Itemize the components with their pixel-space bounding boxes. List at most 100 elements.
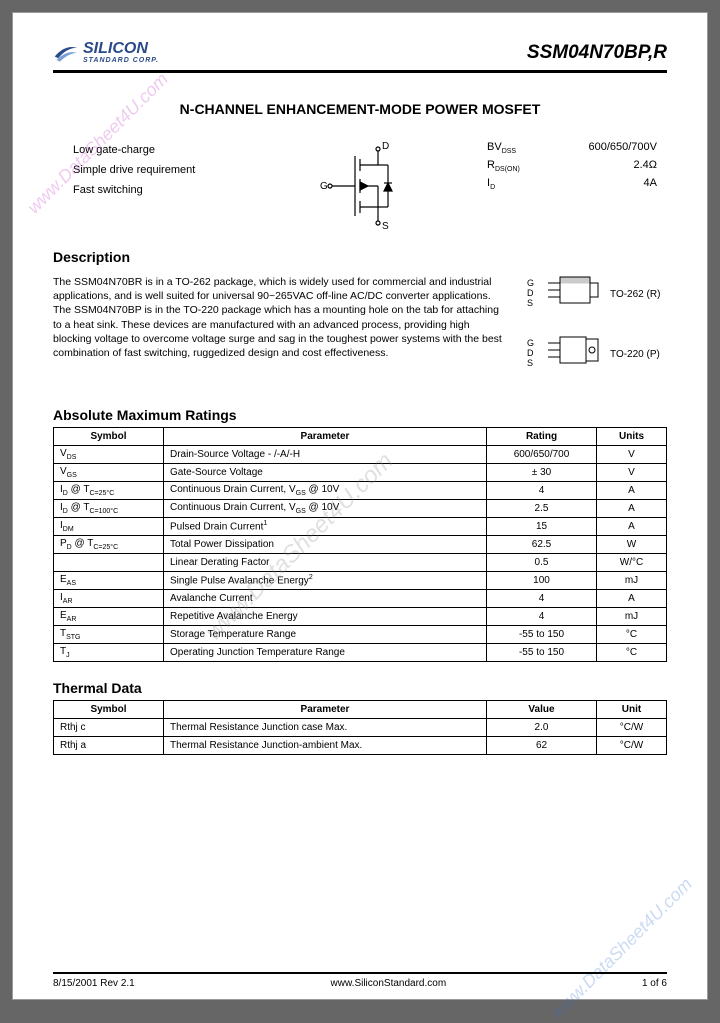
abs-max-heading: Absolute Maximum Ratings (53, 407, 667, 423)
cell-parameter: Repetitive Avalanche Energy (164, 608, 487, 626)
cell-units: A (597, 482, 667, 500)
cell-rating: ± 30 (487, 464, 597, 482)
cell-rating: 15 (487, 518, 597, 536)
cell-parameter: Continuous Drain Current, VGS @ 10V (164, 482, 487, 500)
table-row: IARAvalanche Current4A (54, 590, 667, 608)
cell-parameter: Pulsed Drain Current1 (164, 518, 487, 536)
page-footer: 8/15/2001 Rev 2.1 www.SiliconStandard.co… (53, 972, 667, 989)
cell-parameter: Drain-Source Voltage - /-A/-H (164, 446, 487, 464)
mosfet-symbol-icon: D G S (310, 141, 420, 231)
description-heading: Description (53, 249, 667, 265)
svg-text:S: S (382, 221, 389, 231)
cell-symbol: EAR (54, 608, 164, 626)
table-row: PD @ TC=25°CTotal Power Dissipation62.5W (54, 536, 667, 554)
cell-rating: 600/650/700 (487, 446, 597, 464)
cell-parameter: Avalanche Current (164, 590, 487, 608)
cell-symbol: VGS (54, 464, 164, 482)
spec-value: 600/650/700V (588, 141, 657, 155)
cell-units: A (597, 590, 667, 608)
cell-units: V (597, 464, 667, 482)
table-row: IDMPulsed Drain Current115A (54, 518, 667, 536)
spec-label: BV (487, 141, 502, 153)
table-row: TJOperating Junction Temperature Range-5… (54, 644, 667, 662)
cell-value: 2.0 (487, 719, 597, 737)
package-pins: GDS (527, 279, 534, 309)
thermal-table: Symbol Parameter Value Unit Rthj cTherma… (53, 700, 667, 755)
table-row: TSTGStorage Temperature Range-55 to 150°… (54, 626, 667, 644)
cell-unit: °C/W (597, 737, 667, 755)
cell-symbol: PD @ TC=25°C (54, 536, 164, 554)
features-list: Low gate-charge Simple drive requirement… (73, 141, 243, 231)
table-row: Linear Derating Factor0.5W/°C (54, 554, 667, 572)
cell-rating: 4 (487, 608, 597, 626)
table-row: EARRepetitive Avalanche Energy4mJ (54, 608, 667, 626)
col-parameter: Parameter (164, 701, 487, 719)
description-text: The SSM04N70BR is in a TO-262 package, w… (53, 269, 507, 389)
cell-rating: 2.5 (487, 500, 597, 518)
col-parameter: Parameter (164, 428, 487, 446)
cell-units: °C (597, 626, 667, 644)
cell-parameter: Thermal Resistance Junction case Max. (164, 719, 487, 737)
cell-symbol: Rthj c (54, 719, 164, 737)
cell-units: mJ (597, 608, 667, 626)
table-row: VGSGate-Source Voltage± 30V (54, 464, 667, 482)
svg-text:D: D (382, 141, 389, 152)
description-section: The SSM04N70BR is in a TO-262 package, w… (53, 269, 667, 389)
cell-symbol: ID @ TC=25°C (54, 482, 164, 500)
summary-row: Low gate-charge Simple drive requirement… (53, 141, 667, 231)
key-specs: BVDSS 600/650/700V RDS(ON) 2.4Ω ID 4A (487, 141, 657, 231)
cell-rating: -55 to 150 (487, 644, 597, 662)
package-label: TO-262 (R) (610, 289, 660, 300)
cell-symbol: EAS (54, 572, 164, 590)
cell-symbol: TJ (54, 644, 164, 662)
cell-units: A (597, 500, 667, 518)
cell-symbol: TSTG (54, 626, 164, 644)
table-row: ID @ TC=25°CContinuous Drain Current, VG… (54, 482, 667, 500)
cell-symbol: VDS (54, 446, 164, 464)
cell-symbol: IDM (54, 518, 164, 536)
cell-units: A (597, 518, 667, 536)
cell-parameter: Single Pulse Avalanche Energy2 (164, 572, 487, 590)
col-symbol: Symbol (54, 701, 164, 719)
cell-unit: °C/W (597, 719, 667, 737)
col-units: Units (597, 428, 667, 446)
col-value: Value (487, 701, 597, 719)
cell-units: mJ (597, 572, 667, 590)
footer-url: www.SiliconStandard.com (331, 978, 447, 989)
to220-icon (542, 329, 602, 379)
col-unit: Unit (597, 701, 667, 719)
cell-symbol: Rthj a (54, 737, 164, 755)
package-label: TO-220 (P) (610, 349, 660, 360)
cell-value: 62 (487, 737, 597, 755)
cell-units: °C (597, 644, 667, 662)
cell-rating: 100 (487, 572, 597, 590)
table-row: Rthj aThermal Resistance Junction-ambien… (54, 737, 667, 755)
page-title: N-CHANNEL ENHANCEMENT-MODE POWER MOSFET (53, 101, 667, 117)
cell-symbol: ID @ TC=100°C (54, 500, 164, 518)
company-name: SILICON (83, 41, 159, 57)
cell-parameter: Thermal Resistance Junction-ambient Max. (164, 737, 487, 755)
col-symbol: Symbol (54, 428, 164, 446)
cell-symbol (54, 554, 164, 572)
cell-rating: 0.5 (487, 554, 597, 572)
cell-units: W (597, 536, 667, 554)
package-item: GDS TO-262 (R) (527, 269, 667, 319)
company-logo: SILICON STANDARD CORP. (53, 41, 159, 64)
cell-rating: -55 to 150 (487, 626, 597, 644)
footer-page: 1 of 6 (642, 978, 667, 989)
abs-max-table: Symbol Parameter Rating Units VDSDrain-S… (53, 427, 667, 662)
table-row: EASSingle Pulse Avalanche Energy2100mJ (54, 572, 667, 590)
to262-icon (542, 269, 602, 319)
part-number: SSM04N70BP,R (527, 42, 667, 64)
cell-rating: 4 (487, 590, 597, 608)
package-pins: GDS (527, 339, 534, 369)
company-subtitle: STANDARD CORP. (83, 57, 159, 64)
spec-label: R (487, 159, 495, 171)
feature-item: Simple drive requirement (73, 161, 243, 181)
cell-parameter: Linear Derating Factor (164, 554, 487, 572)
table-header-row: Symbol Parameter Rating Units (54, 428, 667, 446)
cell-units: V (597, 446, 667, 464)
cell-rating: 62.5 (487, 536, 597, 554)
logo-swoosh-icon (53, 42, 79, 64)
footer-revision: 8/15/2001 Rev 2.1 (53, 978, 135, 989)
